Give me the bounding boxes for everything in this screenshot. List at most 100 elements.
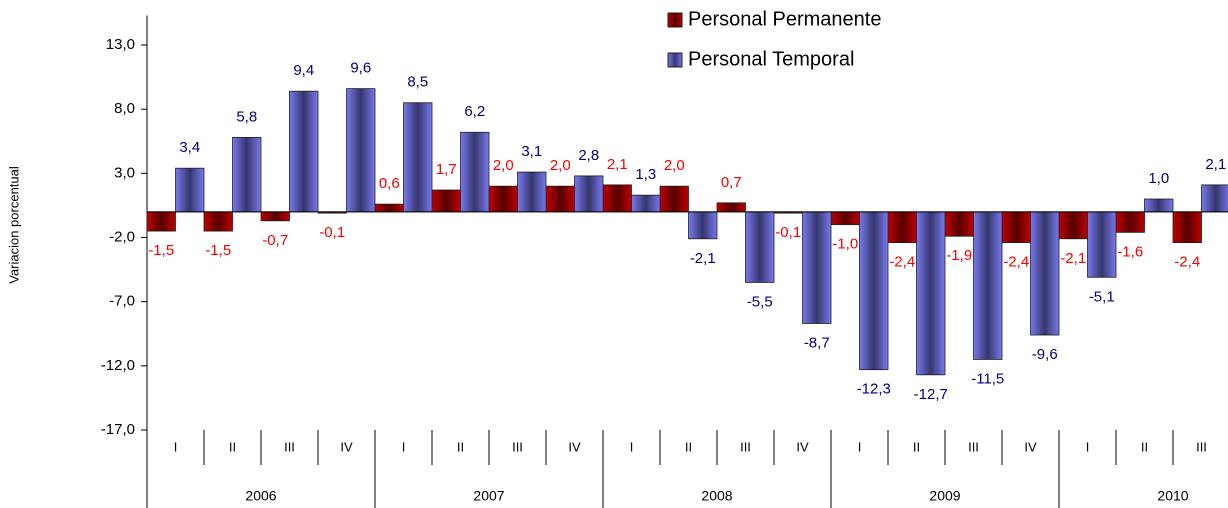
value-label: -1,6 xyxy=(1117,243,1143,260)
bar-shade xyxy=(1087,211,1116,278)
value-label: 9,4 xyxy=(293,62,314,79)
value-label: -8,7 xyxy=(804,334,830,351)
value-label: 2,0 xyxy=(493,157,514,174)
y-tick-label: 13,0 xyxy=(106,36,135,53)
legend-swatch-shade xyxy=(668,13,682,27)
x-tick-label: II xyxy=(229,439,236,454)
value-label: 2,0 xyxy=(550,157,571,174)
value-label: 8,5 xyxy=(407,74,428,91)
year-label: 2006 xyxy=(245,488,276,504)
year-label: 2008 xyxy=(701,488,732,504)
y-tick-label: -12,0 xyxy=(101,357,135,374)
bar-shade xyxy=(517,172,546,212)
x-tick-label: III xyxy=(968,439,979,454)
bar-shade xyxy=(1201,184,1228,212)
value-label: -2,1 xyxy=(690,250,716,267)
bar-shade xyxy=(546,186,575,212)
y-tick-label: 8,0 xyxy=(114,100,135,117)
legend-label: Personal Temporal xyxy=(688,48,854,70)
bar-shade xyxy=(603,184,632,212)
x-tick-label: II xyxy=(685,439,692,454)
bar-shade xyxy=(859,211,888,370)
bar-shade xyxy=(289,91,318,212)
bar-shade xyxy=(346,88,375,212)
value-label: 3,1 xyxy=(521,143,542,160)
bar-shade xyxy=(831,211,860,225)
year-label: 2009 xyxy=(929,488,960,504)
bar-shade xyxy=(403,102,432,212)
bar-shade xyxy=(147,211,176,232)
x-tick-label: IV xyxy=(796,439,809,454)
legend-swatch-shade xyxy=(668,53,682,67)
bar-shade xyxy=(204,211,233,232)
value-label: 1,0 xyxy=(1148,170,1169,187)
bar-shade xyxy=(175,168,204,212)
bar-shade xyxy=(432,190,461,212)
value-label: 2,1 xyxy=(1205,156,1226,173)
bar-shade xyxy=(745,211,774,283)
value-label: -9,6 xyxy=(1032,346,1058,363)
bar-shade xyxy=(1144,199,1173,212)
bar-shade xyxy=(1059,211,1088,239)
value-label: -11,5 xyxy=(971,370,1004,387)
bar-shade xyxy=(261,211,290,221)
value-label: 1,3 xyxy=(635,166,656,183)
value-label: -12,7 xyxy=(914,386,948,403)
bar-shade xyxy=(574,175,603,212)
bar-shade xyxy=(945,211,974,237)
value-label: -0,7 xyxy=(262,232,288,249)
x-tick-label: IV xyxy=(568,439,581,454)
x-tick-label: I xyxy=(858,439,862,454)
value-label: -0,1 xyxy=(319,224,345,241)
value-label: -0,1 xyxy=(775,224,801,241)
x-tick-label: III xyxy=(1196,439,1207,454)
y-tick-label: -17,0 xyxy=(101,421,135,438)
legend-label: Personal Permanente xyxy=(688,8,881,30)
bar-shade xyxy=(631,195,660,212)
value-label: 0,7 xyxy=(721,174,742,191)
bar-shade xyxy=(489,186,518,212)
x-tick-label: I xyxy=(630,439,634,454)
x-tick-label: I xyxy=(174,439,178,454)
value-label: -1,9 xyxy=(946,247,972,264)
x-tick-label: I xyxy=(1086,439,1090,454)
value-label: -5,5 xyxy=(747,293,773,310)
y-axis-label: Variacion porcentual xyxy=(6,166,21,284)
value-label: -2,1 xyxy=(1060,250,1086,267)
value-label: -12,3 xyxy=(857,381,891,398)
x-tick-label: I xyxy=(402,439,406,454)
value-label: 5,8 xyxy=(236,108,257,125)
year-label: 2010 xyxy=(1157,488,1188,504)
bar-shade xyxy=(232,137,261,212)
value-label: 9,6 xyxy=(350,60,371,77)
value-label: -1,5 xyxy=(148,242,174,259)
y-tick-label: -2,0 xyxy=(109,228,135,245)
x-tick-label: III xyxy=(284,439,295,454)
bar-shade xyxy=(1002,211,1031,243)
x-tick-label: II xyxy=(457,439,464,454)
value-label: 2,0 xyxy=(664,157,685,174)
bar-shade xyxy=(460,132,489,212)
value-label: -2,4 xyxy=(889,254,915,271)
value-label: -1,5 xyxy=(205,242,231,259)
year-label: 2007 xyxy=(473,488,504,504)
bar-shade xyxy=(802,211,831,324)
value-label: 2,1 xyxy=(607,156,628,173)
bar-shade xyxy=(1030,211,1059,336)
value-label: -2,4 xyxy=(1174,254,1200,271)
value-label: -2,4 xyxy=(1003,254,1029,271)
x-tick-label: II xyxy=(913,439,920,454)
bar-shade xyxy=(375,204,404,212)
bar-shade xyxy=(660,186,689,212)
value-label: -1,0 xyxy=(832,236,858,253)
x-tick-label: IV xyxy=(340,439,353,454)
bar-shade xyxy=(888,211,917,243)
value-label: 1,7 xyxy=(436,161,457,178)
bar-shade xyxy=(1173,211,1202,243)
bar-shade xyxy=(717,202,746,212)
value-label: 3,4 xyxy=(179,139,200,156)
x-tick-label: IV xyxy=(1024,439,1037,454)
x-tick-label: II xyxy=(1141,439,1148,454)
